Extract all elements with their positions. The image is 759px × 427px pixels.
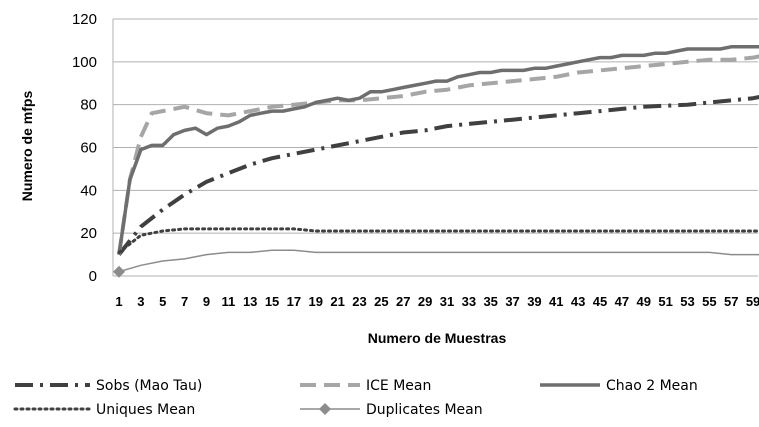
y-tick-label: 20	[80, 225, 97, 242]
x-tick-label: 19	[309, 294, 323, 309]
x-tick-label: 5	[159, 294, 166, 309]
legend-label: Sobs (Mao Tau)	[96, 378, 202, 394]
x-tick-label: 49	[637, 294, 651, 309]
x-tick-label: 41	[549, 294, 563, 309]
series-line-1	[117, 95, 759, 256]
y-tick-label: 0	[89, 268, 97, 285]
x-tick-label: 21	[330, 294, 344, 309]
legend-label: ICE Mean	[366, 378, 431, 394]
x-tick-label: 25	[374, 294, 388, 309]
y-tick-label: 40	[80, 182, 97, 199]
x-tick-label: 7	[181, 294, 188, 309]
x-tick-label: 55	[702, 294, 716, 309]
x-tick-label: 27	[396, 294, 410, 309]
legend-marker	[319, 403, 331, 415]
y-gridlines	[112, 18, 758, 277]
legend-label: Duplicates Mean	[366, 402, 483, 418]
series-line-2	[117, 54, 759, 255]
y-tick-label: 80	[80, 97, 97, 114]
x-tick-label: 45	[593, 294, 607, 309]
x-tick-label: 51	[658, 294, 672, 309]
series-line-5	[118, 249, 759, 273]
x-tick-label: 23	[352, 294, 366, 309]
x-tick-label: 29	[418, 294, 432, 309]
x-tick-label: 39	[527, 294, 541, 309]
x-tick-label: 17	[287, 294, 301, 309]
x-tick-labels: 1 3 5 7 9 11 13 15 17 19 21 23 25 27 29 31 33 35 37 39 41 43 4…	[115, 294, 759, 309]
x-tick-label: 11	[221, 294, 235, 309]
x-tick-label: 15	[265, 294, 279, 309]
x-tick-label: 37	[505, 294, 519, 309]
legend-label: Chao 2 Mean	[606, 378, 698, 394]
series-lines	[113, 45, 759, 278]
x-tick-label: 3	[137, 294, 144, 309]
x-tick-label: 1	[115, 294, 122, 309]
x-tick-label: 31	[440, 294, 454, 309]
x-tick-label: 47	[615, 294, 629, 309]
y-tick-label: 100	[72, 54, 97, 71]
series-line-3	[117, 45, 759, 255]
x-tick-label: 43	[571, 294, 585, 309]
x-tick-label: 57	[724, 294, 738, 309]
legend-label: Uniques Mean	[96, 402, 195, 418]
y-tick-label: 120	[72, 11, 97, 28]
x-tick-label: 35	[483, 294, 497, 309]
y-tick-labels: 0 20 40 60 80 100 120	[72, 11, 97, 285]
legend: Sobs (Mao Tau) ICE Mean Chao 2 Mean Uniques…	[13, 378, 698, 418]
series-line-4	[117, 227, 759, 254]
x-tick-label: 53	[680, 294, 694, 309]
x-tick-label: 9	[203, 294, 210, 309]
x-tick-label: 59	[746, 294, 759, 309]
x-tick-label: 13	[243, 294, 257, 309]
x-tick-label: 33	[462, 294, 476, 309]
duplicates-marker	[113, 265, 125, 278]
x-axis-title: Numero de Muestras	[368, 330, 507, 346]
y-axis-title: Numero de mfps	[19, 91, 35, 202]
y-tick-label: 60	[80, 140, 97, 157]
